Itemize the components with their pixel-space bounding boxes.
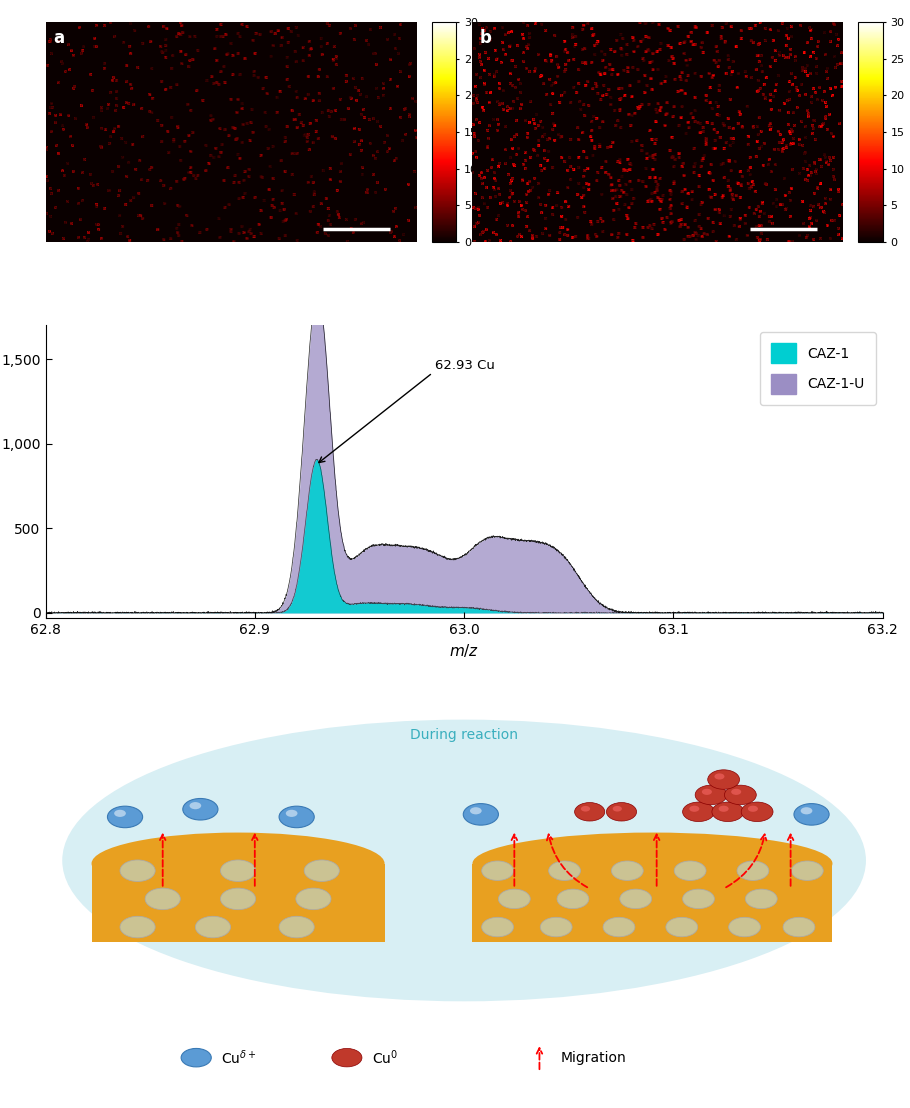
Text: Migration: Migration — [561, 1050, 626, 1065]
Circle shape — [794, 803, 829, 825]
Circle shape — [574, 802, 605, 821]
Circle shape — [470, 808, 481, 814]
Ellipse shape — [92, 832, 385, 894]
Bar — [472, 863, 833, 943]
Text: 62.93 Cu: 62.93 Cu — [435, 359, 495, 372]
Circle shape — [481, 917, 513, 936]
Ellipse shape — [62, 719, 866, 1002]
Circle shape — [114, 810, 126, 817]
Circle shape — [304, 860, 339, 882]
Circle shape — [682, 889, 714, 909]
Circle shape — [801, 808, 813, 814]
Text: b: b — [480, 29, 491, 47]
Legend: CAZ-1, CAZ-1-U: CAZ-1, CAZ-1-U — [760, 332, 875, 404]
Circle shape — [220, 860, 256, 882]
Circle shape — [481, 861, 513, 881]
Circle shape — [792, 861, 824, 881]
Circle shape — [745, 889, 777, 909]
Circle shape — [120, 860, 156, 882]
Circle shape — [463, 803, 499, 825]
Circle shape — [695, 786, 727, 804]
Circle shape — [549, 861, 581, 881]
Circle shape — [737, 861, 769, 881]
Circle shape — [279, 807, 314, 828]
Circle shape — [196, 916, 230, 937]
Text: Cu$^0$: Cu$^0$ — [372, 1048, 399, 1067]
Circle shape — [719, 806, 729, 812]
Circle shape — [682, 802, 714, 821]
Text: a: a — [53, 29, 64, 47]
Circle shape — [742, 802, 773, 821]
Circle shape — [702, 789, 712, 794]
Circle shape — [286, 810, 298, 817]
Circle shape — [666, 917, 698, 936]
Circle shape — [620, 889, 652, 909]
Circle shape — [606, 802, 637, 821]
Circle shape — [557, 889, 589, 909]
Circle shape — [689, 806, 700, 812]
Circle shape — [612, 861, 643, 881]
Circle shape — [541, 917, 572, 936]
Circle shape — [181, 1048, 211, 1067]
Circle shape — [107, 807, 143, 828]
Circle shape — [748, 806, 758, 812]
Circle shape — [120, 916, 156, 937]
Circle shape — [784, 917, 814, 936]
Circle shape — [708, 770, 740, 789]
Circle shape — [581, 806, 590, 811]
Circle shape — [712, 802, 743, 821]
Text: Cu$^{\delta+}$: Cu$^{\delta+}$ — [221, 1048, 257, 1067]
Circle shape — [296, 889, 331, 910]
Circle shape — [220, 889, 256, 910]
Text: During reaction: During reaction — [410, 728, 518, 742]
Ellipse shape — [472, 832, 833, 894]
Circle shape — [279, 916, 314, 937]
Circle shape — [603, 917, 635, 936]
Circle shape — [674, 861, 706, 881]
Circle shape — [145, 889, 180, 910]
Circle shape — [612, 806, 622, 811]
Bar — [92, 863, 385, 943]
Circle shape — [731, 789, 742, 794]
Circle shape — [189, 802, 201, 809]
Circle shape — [724, 786, 756, 804]
Circle shape — [183, 799, 218, 820]
X-axis label: $m/z$: $m/z$ — [449, 643, 480, 659]
Circle shape — [729, 917, 761, 936]
Circle shape — [499, 889, 531, 909]
Circle shape — [332, 1048, 362, 1067]
Circle shape — [714, 773, 724, 780]
